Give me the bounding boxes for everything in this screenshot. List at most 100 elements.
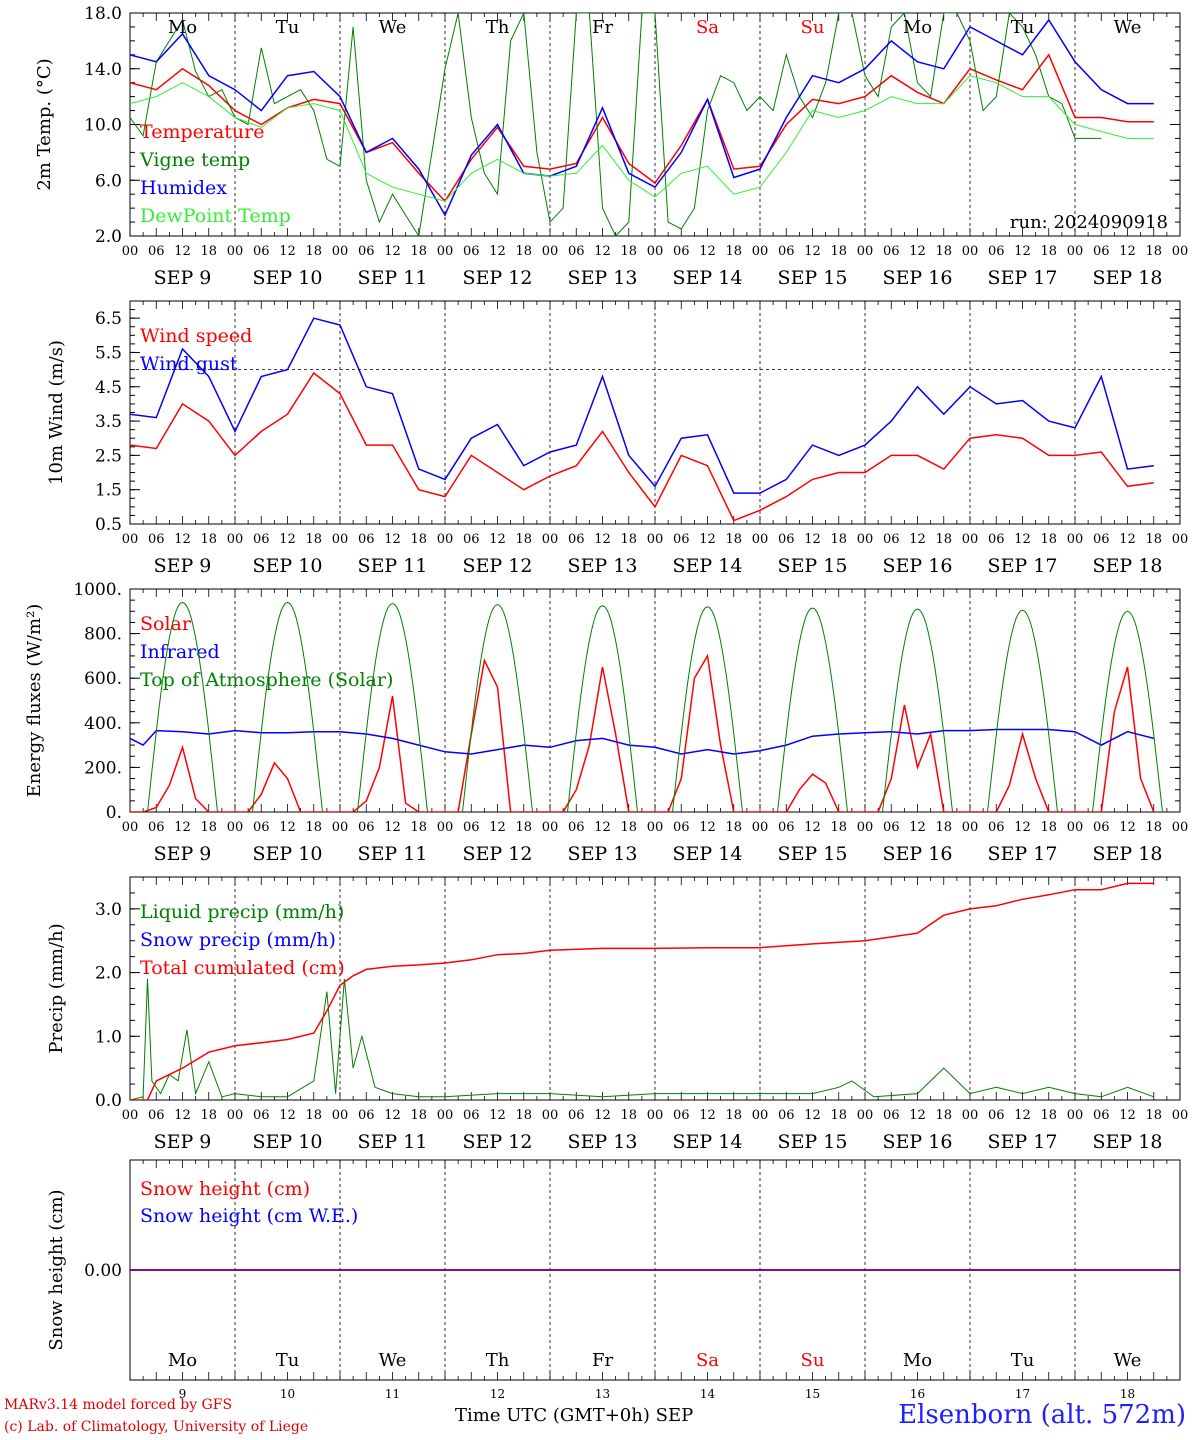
day-number: 10 bbox=[280, 1387, 295, 1401]
hour-label: 00 bbox=[122, 244, 139, 259]
y-tick-label: 2.0 bbox=[95, 227, 122, 247]
hour-label: 00 bbox=[647, 1108, 664, 1123]
weekday-label: Th bbox=[486, 17, 510, 38]
model-credit: MARv3.14 model forced by GFS bbox=[4, 1397, 233, 1413]
hour-label: 00 bbox=[857, 532, 874, 547]
hour-label: 18 bbox=[1145, 1108, 1162, 1123]
weekday-label: Fr bbox=[592, 17, 613, 38]
hour-label: 00 bbox=[1172, 532, 1189, 547]
weekday-label: Fr bbox=[592, 1350, 613, 1371]
series-toa-day-4 bbox=[462, 604, 533, 812]
hour-label: 12 bbox=[1119, 1108, 1136, 1123]
weekday-label: Tu bbox=[1011, 17, 1035, 38]
hour-label: 18 bbox=[410, 244, 427, 259]
legend-infrared: Infrared bbox=[140, 641, 220, 663]
hour-label: 18 bbox=[515, 532, 532, 547]
hour-label: 12 bbox=[594, 244, 611, 259]
date-label: SEP 9 bbox=[154, 267, 212, 289]
y-tick-label: 10.0 bbox=[84, 116, 122, 136]
date-label: SEP 10 bbox=[253, 267, 323, 289]
hour-label: 12 bbox=[1119, 532, 1136, 547]
hour-label: 00 bbox=[542, 244, 559, 259]
date-label: SEP 16 bbox=[883, 267, 953, 289]
date-label: SEP 12 bbox=[463, 267, 533, 289]
hour-label: 12 bbox=[594, 1108, 611, 1123]
hour-label: 06 bbox=[778, 244, 795, 259]
hour-label: 06 bbox=[1093, 1108, 1110, 1123]
hour-label: 12 bbox=[384, 820, 401, 835]
y-tick-label: 18.0 bbox=[84, 4, 122, 24]
hour-label: 00 bbox=[962, 1108, 979, 1123]
series-toa-day-2 bbox=[252, 601, 323, 812]
hour-label: 18 bbox=[1145, 532, 1162, 547]
hour-label: 18 bbox=[1040, 244, 1057, 259]
hour-label: 18 bbox=[830, 532, 847, 547]
y-tick-label: 600. bbox=[84, 669, 122, 689]
hour-label: 18 bbox=[620, 244, 637, 259]
date-label: SEP 10 bbox=[253, 843, 323, 865]
hour-label: 06 bbox=[358, 1108, 375, 1123]
date-label: SEP 13 bbox=[568, 555, 638, 577]
series-humidex bbox=[130, 18, 1154, 217]
hour-label: 12 bbox=[699, 244, 716, 259]
series-temperature bbox=[130, 53, 1154, 203]
hour-label: 12 bbox=[489, 820, 506, 835]
y-tick-label: 1000. bbox=[73, 580, 122, 600]
y-tick-label: 0.5 bbox=[95, 515, 122, 535]
date-label: SEP 17 bbox=[988, 843, 1058, 865]
y-tick-label: 2.0 bbox=[95, 964, 122, 984]
hour-label: 12 bbox=[909, 244, 926, 259]
date-label: SEP 14 bbox=[673, 1131, 743, 1153]
series-vigne-temp bbox=[130, 13, 1102, 236]
y-tick-label: 4.5 bbox=[95, 378, 122, 398]
y-tick-label: 800. bbox=[84, 625, 122, 645]
hour-label: 18 bbox=[1040, 1108, 1057, 1123]
hour-label: 00 bbox=[542, 532, 559, 547]
hour-label: 06 bbox=[883, 244, 900, 259]
hour-label: 06 bbox=[253, 244, 270, 259]
weekday-label: Mo bbox=[903, 1350, 932, 1371]
hour-label: 00 bbox=[1067, 244, 1084, 259]
date-label: SEP 15 bbox=[778, 267, 848, 289]
hour-label: 06 bbox=[148, 820, 165, 835]
date-label: SEP 18 bbox=[1093, 843, 1163, 865]
hour-label: 00 bbox=[227, 1108, 244, 1123]
series-infrared bbox=[130, 728, 1154, 755]
panel-frame bbox=[129, 300, 1181, 525]
hour-label: 18 bbox=[410, 1108, 427, 1123]
date-label: SEP 9 bbox=[154, 555, 212, 577]
hour-label: 06 bbox=[568, 532, 585, 547]
hour-label: 12 bbox=[699, 1108, 716, 1123]
weekday-label: We bbox=[379, 1350, 407, 1371]
day-number: 17 bbox=[1015, 1387, 1030, 1401]
series-solar bbox=[130, 653, 1155, 812]
date-label: SEP 18 bbox=[1093, 267, 1163, 289]
hour-label: 06 bbox=[358, 820, 375, 835]
y-tick-label: 2.5 bbox=[95, 446, 122, 466]
hour-label: 18 bbox=[935, 532, 952, 547]
date-label: SEP 13 bbox=[568, 267, 638, 289]
hour-label: 06 bbox=[1093, 532, 1110, 547]
y-tick-label: 6.5 bbox=[95, 309, 122, 329]
panel-5: 0.00 Snow height (cm) Snow height (cm) Snow… bbox=[46, 1159, 1181, 1401]
date-label: SEP 12 bbox=[463, 843, 533, 865]
date-label: SEP 11 bbox=[358, 843, 428, 865]
hour-label: 00 bbox=[437, 820, 454, 835]
series-toa-day-6 bbox=[672, 606, 743, 812]
hour-label: 06 bbox=[568, 820, 585, 835]
date-label: SEP 14 bbox=[673, 555, 743, 577]
hour-label: 00 bbox=[332, 820, 349, 835]
legend-top-of-atmosphere-solar-: Top of Atmosphere (Solar) bbox=[140, 669, 393, 691]
hour-label: 18 bbox=[935, 820, 952, 835]
hour-label: 06 bbox=[1093, 244, 1110, 259]
date-label: SEP 15 bbox=[778, 1131, 848, 1153]
hour-label: 18 bbox=[1145, 820, 1162, 835]
legend-wind-speed: Wind speed bbox=[140, 325, 252, 347]
series-toa-day-8 bbox=[882, 608, 953, 812]
hour-label: 00 bbox=[752, 820, 769, 835]
hour-label: 00 bbox=[122, 820, 139, 835]
y-tick-label: 1.5 bbox=[95, 481, 122, 501]
hour-label: 18 bbox=[935, 244, 952, 259]
weekday-label: Su bbox=[801, 1350, 825, 1371]
